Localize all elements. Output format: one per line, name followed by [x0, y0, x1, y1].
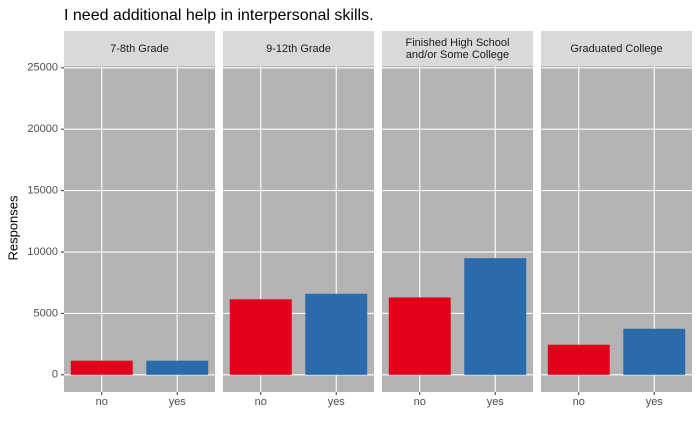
panel-background [64, 66, 215, 392]
x-tick-label: no [573, 396, 585, 408]
x-tick-label: yes [328, 396, 346, 408]
y-tick-label: 25000 [27, 62, 58, 74]
y-tick-label: 0 [52, 369, 58, 381]
x-tick-label: yes [646, 396, 664, 408]
facet-label: Graduated College [541, 31, 692, 66]
y-tick-label: 20000 [27, 123, 58, 135]
bar [70, 360, 133, 375]
y-tick-label: 10000 [27, 246, 58, 258]
y-tick-label: 5000 [34, 307, 58, 319]
y-tick-label: 15000 [27, 185, 58, 197]
facet-label: 9-12th Grade [223, 31, 374, 66]
bar [305, 293, 368, 375]
bar [464, 258, 527, 375]
bar [547, 344, 610, 375]
x-tick-label: no [255, 396, 267, 408]
x-tick-label: no [96, 396, 108, 408]
x-tick-label: yes [487, 396, 505, 408]
chart-title: I need additional help in interpersonal … [64, 7, 374, 24]
bar [623, 328, 686, 375]
y-axis-label: Responses [5, 195, 20, 261]
bar [229, 299, 292, 375]
facet-label: Finished High School and/or Some College [382, 31, 533, 66]
bar [146, 360, 209, 375]
x-tick-label: no [414, 396, 426, 408]
bar [388, 297, 451, 375]
x-tick-label: yes [169, 396, 187, 408]
facet-label: 7-8th Grade [64, 31, 215, 66]
